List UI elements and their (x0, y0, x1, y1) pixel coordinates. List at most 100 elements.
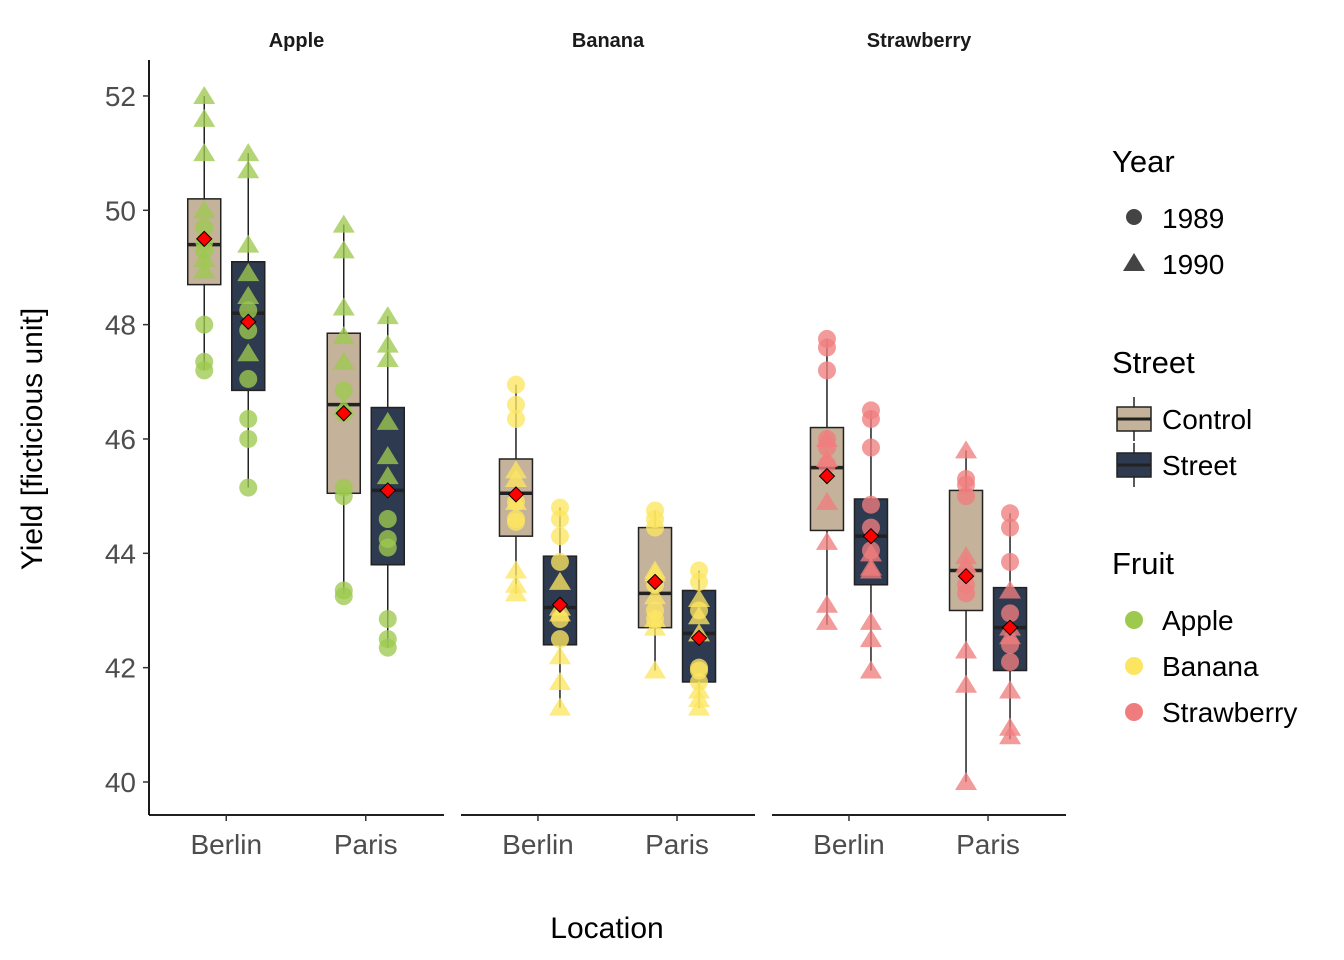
point-1990-strawberry-paris-street-2 (999, 680, 1022, 699)
point-1989-apple-berlin-control-1 (195, 352, 214, 371)
point-1989-banana-berlin-street-1 (550, 510, 569, 529)
legend-key-apple (1125, 611, 1143, 629)
point-1989-strawberry-berlin-street-2 (861, 438, 880, 457)
mean-marker-apple-paris-control (335, 405, 352, 422)
legend-label-1990: 1990 (1162, 249, 1224, 280)
legend-title-year: Year (1112, 144, 1175, 179)
point-1990-strawberry-berlin-control-2 (815, 491, 838, 510)
facet-title-strawberry: Strawberry (867, 30, 972, 52)
y-tick-label-46: 46 (105, 424, 136, 455)
point-1990-apple-paris-street-0 (376, 306, 399, 325)
point-1990-apple-paris-control-3 (332, 326, 355, 345)
mean-marker-apple-berlin-street (240, 313, 257, 330)
point-1989-apple-paris-control-5 (334, 381, 353, 400)
point-1990-apple-berlin-street-5 (237, 343, 260, 362)
x-tick-label-apple-paris: Paris (334, 829, 398, 860)
point-1989-banana-berlin-street-5 (550, 630, 569, 649)
point-1990-strawberry-paris-street-4 (999, 726, 1022, 745)
panel-strawberry (809, 329, 1028, 790)
point-1990-apple-berlin-street-4 (237, 286, 260, 305)
legend-label-apple: Apple (1162, 605, 1234, 636)
x-tick-label-strawberry-berlin: Berlin (813, 829, 885, 860)
facet-title-banana: Banana (572, 30, 645, 52)
point-1990-strawberry-paris-control-5 (955, 772, 978, 790)
point-1990-strawberry-berlin-control-1 (815, 448, 838, 467)
legend-label-banana: Banana (1162, 651, 1259, 682)
point-1990-apple-berlin-street-3 (237, 263, 260, 282)
point-1989-strawberry-paris-street-1 (1001, 518, 1020, 537)
point-1990-banana-paris-street-1 (688, 606, 711, 625)
point-1990-strawberry-paris-control-2 (955, 554, 978, 573)
box-group-apple-paris-control (326, 214, 362, 606)
legend-key-1990 (1123, 253, 1145, 271)
point-1990-strawberry-berlin-control-3 (815, 531, 838, 550)
x-tick-label-banana-berlin: Berlin (502, 829, 574, 860)
point-1989-strawberry-paris-control-2 (957, 487, 976, 506)
point-1989-banana-paris-control-2 (646, 518, 665, 537)
point-1990-banana-berlin-control-1 (504, 468, 527, 487)
point-1989-apple-paris-street-2 (378, 610, 397, 629)
point-1990-banana-berlin-control-5 (504, 583, 527, 602)
point-1990-apple-paris-control-4 (332, 351, 355, 370)
point-1989-strawberry-berlin-street-4 (861, 518, 880, 537)
y-tick-label-48: 48 (105, 310, 136, 341)
point-1989-banana-berlin-street-3 (550, 552, 569, 571)
point-1990-strawberry-berlin-control-4 (815, 594, 838, 613)
mean-marker-strawberry-paris-street (1001, 619, 1019, 636)
x-axis-title: Location (550, 912, 663, 945)
point-1990-apple-berlin-street-2 (237, 234, 260, 253)
point-1989-strawberry-berlin-street-3 (861, 495, 880, 514)
point-1989-banana-berlin-control-5 (506, 512, 525, 531)
x-tick-label-apple-berlin: Berlin (190, 829, 262, 860)
point-1990-apple-paris-street-5 (376, 466, 399, 485)
point-1989-banana-berlin-control-0 (506, 375, 525, 394)
point-1989-apple-berlin-street-4 (239, 321, 258, 340)
point-1990-apple-paris-street-2 (376, 348, 399, 367)
point-1989-apple-berlin-street-3 (239, 369, 258, 388)
legend-label-strawberry: Strawberry (1162, 697, 1297, 728)
point-1989-banana-paris-street-1 (690, 572, 709, 591)
point-1990-apple-berlin-street-1 (237, 160, 260, 179)
point-1990-banana-paris-control-2 (644, 586, 667, 605)
point-1989-strawberry-paris-control-5 (957, 584, 976, 603)
legend-label-street: Street (1162, 450, 1237, 481)
point-1990-banana-paris-control-4 (644, 617, 667, 636)
point-1990-strawberry-berlin-street-0 (859, 543, 882, 562)
point-1989-strawberry-berlin-street-1 (861, 409, 880, 428)
y-tick-label-52: 52 (105, 81, 136, 112)
legend-key-strawberry (1125, 703, 1143, 721)
mean-marker-banana-paris-control (646, 573, 664, 591)
point-1989-apple-berlin-control-2 (195, 315, 214, 334)
box-group-apple-berlin-street (230, 143, 266, 497)
point-1990-strawberry-paris-street-0 (999, 580, 1022, 599)
point-1990-banana-paris-control-1 (644, 563, 667, 582)
point-1990-banana-berlin-street-4 (548, 697, 571, 716)
point-1990-apple-berlin-control-4 (193, 248, 216, 267)
point-1990-banana-berlin-street-2 (548, 646, 571, 665)
point-1990-strawberry-paris-control-0 (955, 440, 978, 459)
point-1989-apple-berlin-street-2 (239, 409, 258, 428)
facet-title-apple: Apple (269, 30, 325, 52)
box-group-banana-paris-control (637, 501, 673, 679)
point-1990-apple-paris-street-4 (376, 446, 399, 465)
mean-marker-banana-berlin-street (551, 596, 569, 613)
box-group-banana-berlin-street (542, 498, 578, 716)
point-1989-strawberry-paris-street-5 (1001, 652, 1020, 671)
point-1990-apple-berlin-control-0 (193, 85, 216, 104)
point-1990-apple-berlin-street-0 (237, 143, 260, 162)
box-group-apple-berlin-control (186, 85, 222, 380)
y-tick-label-42: 42 (105, 653, 136, 684)
point-1990-strawberry-berlin-control-0 (815, 428, 838, 447)
box-group-banana-berlin-control (498, 375, 534, 602)
point-1989-strawberry-paris-street-2 (1001, 552, 1020, 571)
point-1990-apple-berlin-control-5 (193, 260, 216, 279)
point-1989-apple-paris-street-1 (378, 630, 397, 649)
point-1989-apple-paris-control-1 (334, 581, 353, 600)
point-1990-apple-berlin-control-2 (193, 143, 216, 162)
point-1990-apple-paris-control-0 (332, 214, 355, 233)
mean-marker-apple-paris-street (379, 482, 396, 499)
point-1989-strawberry-paris-street-3 (1001, 604, 1020, 623)
point-1990-apple-berlin-control-1 (193, 108, 216, 127)
y-tick-label-50: 50 (105, 195, 136, 226)
